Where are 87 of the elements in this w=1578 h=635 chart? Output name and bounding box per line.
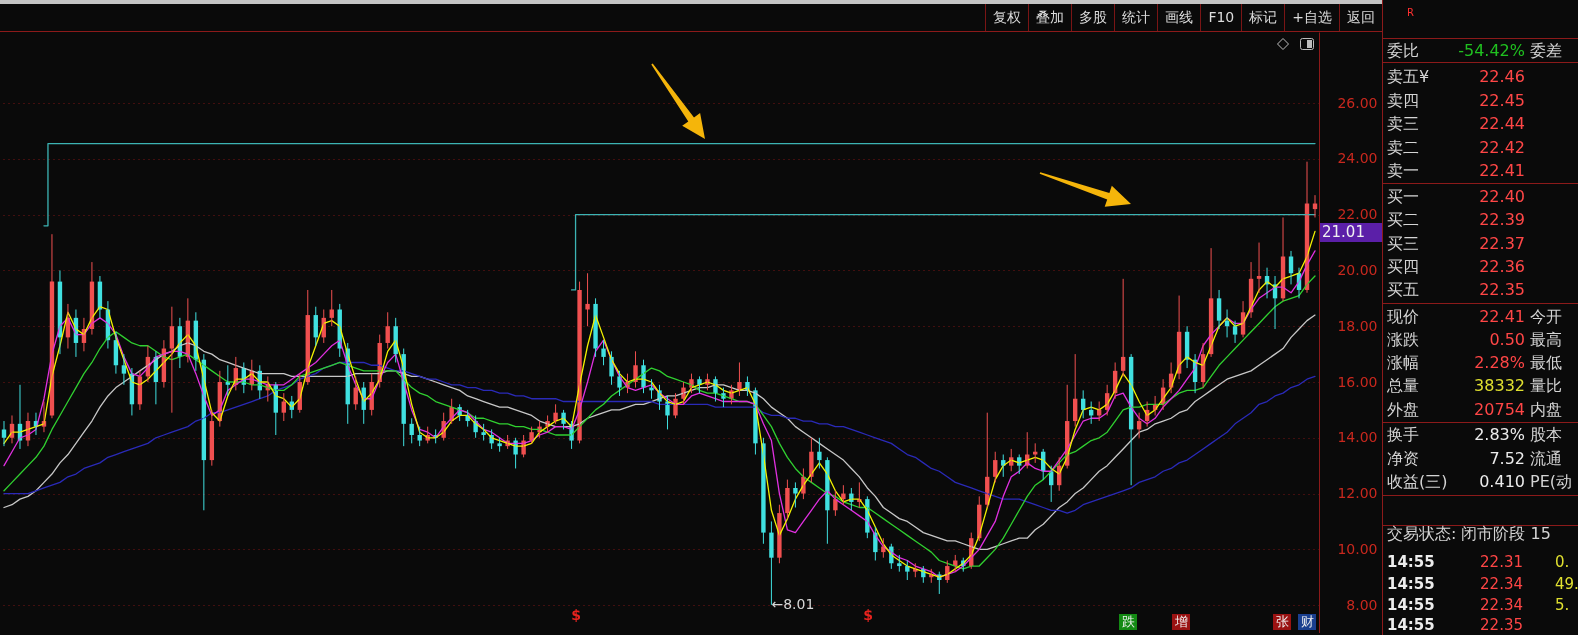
text: 委差 bbox=[1530, 41, 1562, 60]
text: 卖五¥ 22.46 bbox=[1387, 67, 1525, 86]
text: 22.34 bbox=[1480, 596, 1523, 614]
y-tick-label: 12.00 bbox=[1337, 485, 1378, 502]
text: 21.01 bbox=[1320, 223, 1382, 242]
text: 股本 bbox=[1530, 425, 1562, 444]
text: 5. bbox=[1555, 596, 1570, 614]
text: 22.31 bbox=[1480, 553, 1523, 571]
text: 外盘 bbox=[1387, 400, 1419, 419]
text: 现价 bbox=[1387, 307, 1419, 326]
candlestick bbox=[409, 417, 414, 444]
text: 流通 bbox=[1530, 449, 1562, 468]
text: 交易状态: 闭市阶段 15 bbox=[1387, 524, 1551, 543]
text: 涨幅 bbox=[1387, 353, 1419, 372]
text: 0.50 bbox=[1489, 330, 1525, 349]
text: 内盘 bbox=[1530, 400, 1562, 419]
annotation: $ bbox=[570, 607, 582, 623]
text: 涨跌 bbox=[1387, 330, 1419, 349]
text: 38332 bbox=[1474, 376, 1525, 395]
text: 统计 bbox=[1114, 4, 1158, 31]
y-tick-label: 22.00 bbox=[1337, 206, 1378, 223]
text: 20754 bbox=[1474, 400, 1525, 419]
text: +自选 bbox=[1284, 4, 1339, 31]
candlestick bbox=[793, 481, 798, 508]
text: 换手 bbox=[1387, 425, 1419, 444]
candlestick bbox=[897, 554, 902, 573]
candlestick bbox=[417, 426, 422, 447]
candlestick bbox=[785, 479, 790, 520]
text: 14:55 bbox=[1387, 616, 1435, 634]
text: 2.28% bbox=[1474, 353, 1525, 372]
text: 买五 22.35 bbox=[1387, 280, 1525, 299]
text: 买四 22.36 bbox=[1387, 257, 1525, 276]
annotation: ←8.01 bbox=[771, 595, 815, 612]
annotation: 增 bbox=[1172, 614, 1190, 630]
text: 净资 bbox=[1387, 449, 1419, 468]
annotation: $ bbox=[862, 607, 874, 623]
text: 7.52 bbox=[1489, 449, 1525, 468]
text: 叠加 bbox=[1028, 4, 1072, 31]
text: 画线 bbox=[1157, 4, 1201, 31]
y-tick-label: 10.00 bbox=[1337, 540, 1378, 557]
line-series bbox=[3, 314, 1316, 550]
text: 卖二 22.42 bbox=[1387, 138, 1525, 157]
text: 买一 22.40 bbox=[1387, 187, 1525, 206]
text: PE(动 bbox=[1530, 472, 1572, 491]
candlestick bbox=[481, 423, 486, 442]
text: 22.34 bbox=[1480, 575, 1523, 593]
text: 买三 22.37 bbox=[1387, 234, 1525, 253]
text: 返回 bbox=[1339, 4, 1382, 31]
annotation: 财 bbox=[1298, 614, 1316, 630]
candlestick bbox=[497, 437, 502, 453]
text: R bbox=[1407, 7, 1414, 19]
text: 卖四 22.45 bbox=[1387, 91, 1525, 110]
text: -54.42% bbox=[1458, 41, 1525, 60]
y-tick-label: 26.00 bbox=[1337, 94, 1378, 111]
annotation: 跌 bbox=[1119, 614, 1137, 630]
candlestick bbox=[769, 520, 774, 606]
text: 最高 bbox=[1530, 330, 1562, 349]
text: 总量 bbox=[1387, 376, 1419, 395]
text: 今开 bbox=[1530, 307, 1562, 326]
annotation: 张 bbox=[1273, 614, 1291, 630]
text: 49. bbox=[1555, 575, 1578, 593]
text: 标记 bbox=[1241, 4, 1285, 31]
y-tick-label: 24.00 bbox=[1337, 150, 1378, 167]
text: 2.83% bbox=[1474, 425, 1525, 444]
text: 14:55 bbox=[1387, 553, 1435, 571]
y-tick-label: 16.00 bbox=[1337, 373, 1378, 390]
text: 22.41 bbox=[1479, 307, 1525, 326]
text: 0.410 bbox=[1479, 472, 1525, 491]
text: 委比 bbox=[1387, 41, 1419, 60]
text: 复权 bbox=[985, 4, 1029, 31]
text: 量比 bbox=[1530, 376, 1562, 395]
y-tick-label: 14.00 bbox=[1337, 429, 1378, 446]
text: 14:55 bbox=[1387, 596, 1435, 614]
text: 卖三 22.44 bbox=[1387, 114, 1525, 133]
text: 卖一 22.41 bbox=[1387, 161, 1525, 180]
line-series bbox=[3, 361, 1316, 514]
text: 0. bbox=[1555, 553, 1570, 571]
text: F10 bbox=[1200, 4, 1242, 31]
y-tick-label: 18.00 bbox=[1337, 317, 1378, 334]
y-tick-label: 8.00 bbox=[1346, 596, 1378, 613]
text: 收益(三) bbox=[1387, 472, 1448, 491]
text: 22.35 bbox=[1480, 616, 1523, 634]
text: 多股 bbox=[1071, 4, 1115, 31]
text: 最低 bbox=[1530, 353, 1562, 372]
text: 14:55 bbox=[1387, 575, 1435, 593]
y-tick-label: 20.00 bbox=[1337, 261, 1378, 278]
text: 买二 22.39 bbox=[1387, 210, 1525, 229]
